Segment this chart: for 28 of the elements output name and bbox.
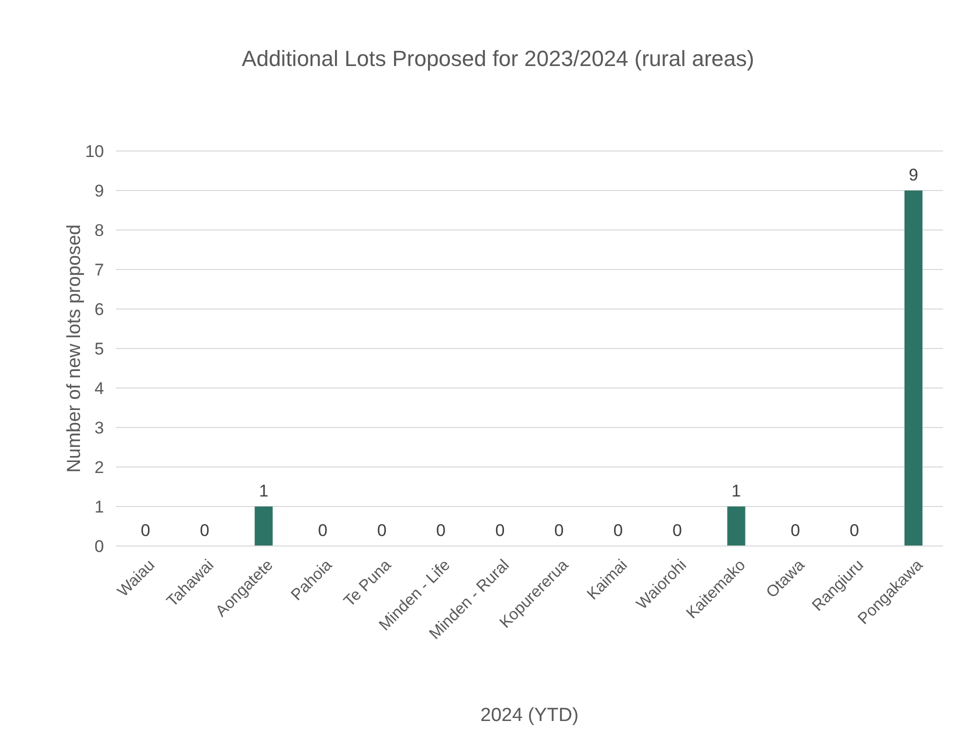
data-label: 0 xyxy=(613,521,623,540)
y-tick-label: 8 xyxy=(94,220,104,240)
data-label: 9 xyxy=(908,166,918,184)
y-tick-label: 6 xyxy=(94,300,104,319)
y-tick-label: 4 xyxy=(94,378,104,398)
data-label: 0 xyxy=(140,521,150,540)
data-label: 0 xyxy=(377,521,387,540)
data-label: 0 xyxy=(495,521,505,540)
data-label: 0 xyxy=(790,521,800,540)
y-tick-label: 3 xyxy=(94,418,104,438)
y-tick-label: 7 xyxy=(94,260,104,280)
data-label: 0 xyxy=(318,521,328,540)
y-tick-label: 5 xyxy=(94,339,104,358)
y-tick-label: 1 xyxy=(94,497,104,516)
y-tick-label: 2 xyxy=(94,458,104,477)
data-label: 0 xyxy=(200,521,210,540)
data-label: 0 xyxy=(554,521,564,540)
data-label: 1 xyxy=(258,482,268,500)
x-axis-title: 2024 (YTD) xyxy=(480,705,579,726)
data-label: 0 xyxy=(672,521,682,540)
y-tick-label: 10 xyxy=(85,142,104,161)
data-label: 0 xyxy=(436,521,446,540)
data-label: 0 xyxy=(850,521,860,540)
data-label: 1 xyxy=(732,482,741,500)
chart-title: Additional Lots Proposed for 2023/2024 (rural areas) xyxy=(242,46,754,71)
y-axis-title: Number of new lots proposed xyxy=(64,224,85,473)
y-tick-label: 9 xyxy=(94,181,104,200)
y-tick-label: 0 xyxy=(94,536,104,556)
